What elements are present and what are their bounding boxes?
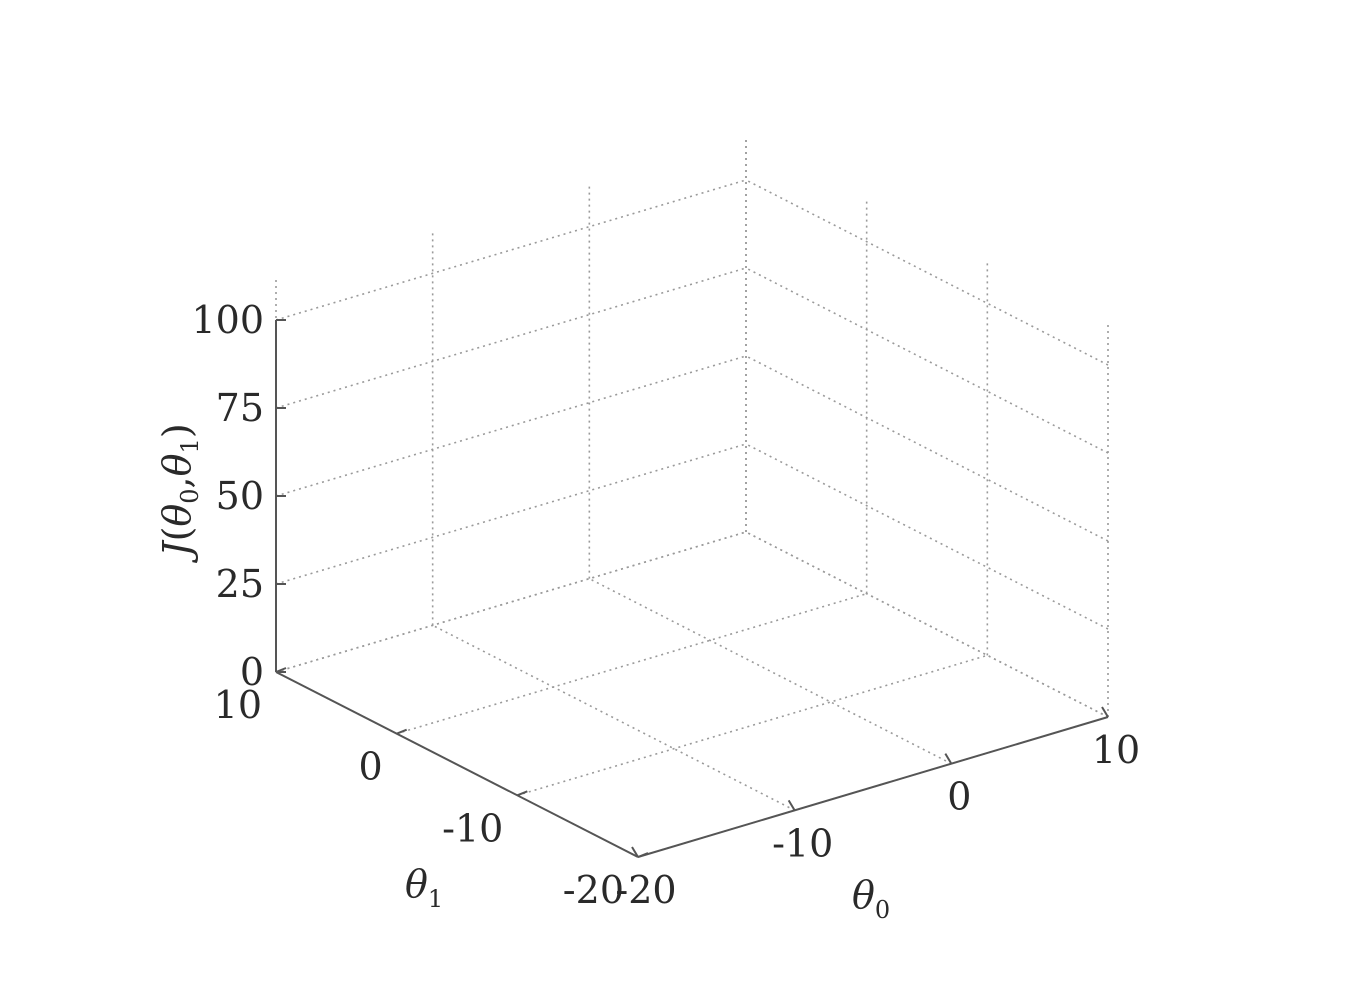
floor-grid-line xyxy=(588,577,952,765)
wall-grid-line xyxy=(275,355,747,497)
x-tick-mark xyxy=(787,799,796,811)
floor-grid-line xyxy=(432,624,796,812)
wall-grid-line xyxy=(275,179,747,321)
wall-grid-line xyxy=(275,443,747,585)
wall-grid-line xyxy=(745,355,1109,542)
y-axis-line xyxy=(275,671,639,858)
y-tick-mark xyxy=(637,852,649,858)
axes xyxy=(275,319,1109,858)
x-tick-mark xyxy=(1101,706,1109,718)
wall-grid-line xyxy=(745,531,1109,718)
x-tick-mark xyxy=(631,846,639,858)
y-tick-mark xyxy=(396,728,408,735)
floor-grid-line xyxy=(517,654,988,797)
x-tick-mark xyxy=(944,753,953,765)
floor-grid-line xyxy=(396,592,867,735)
wall-grid-line xyxy=(275,267,747,409)
y-tick-mark xyxy=(516,790,528,797)
wall-grid-line xyxy=(745,179,1109,366)
wall-grid-line xyxy=(745,443,1109,630)
grid-lines xyxy=(275,137,1109,858)
wall-grid-line xyxy=(745,267,1109,454)
wall-grid-line xyxy=(275,531,747,673)
x-axis-line xyxy=(637,716,1109,858)
